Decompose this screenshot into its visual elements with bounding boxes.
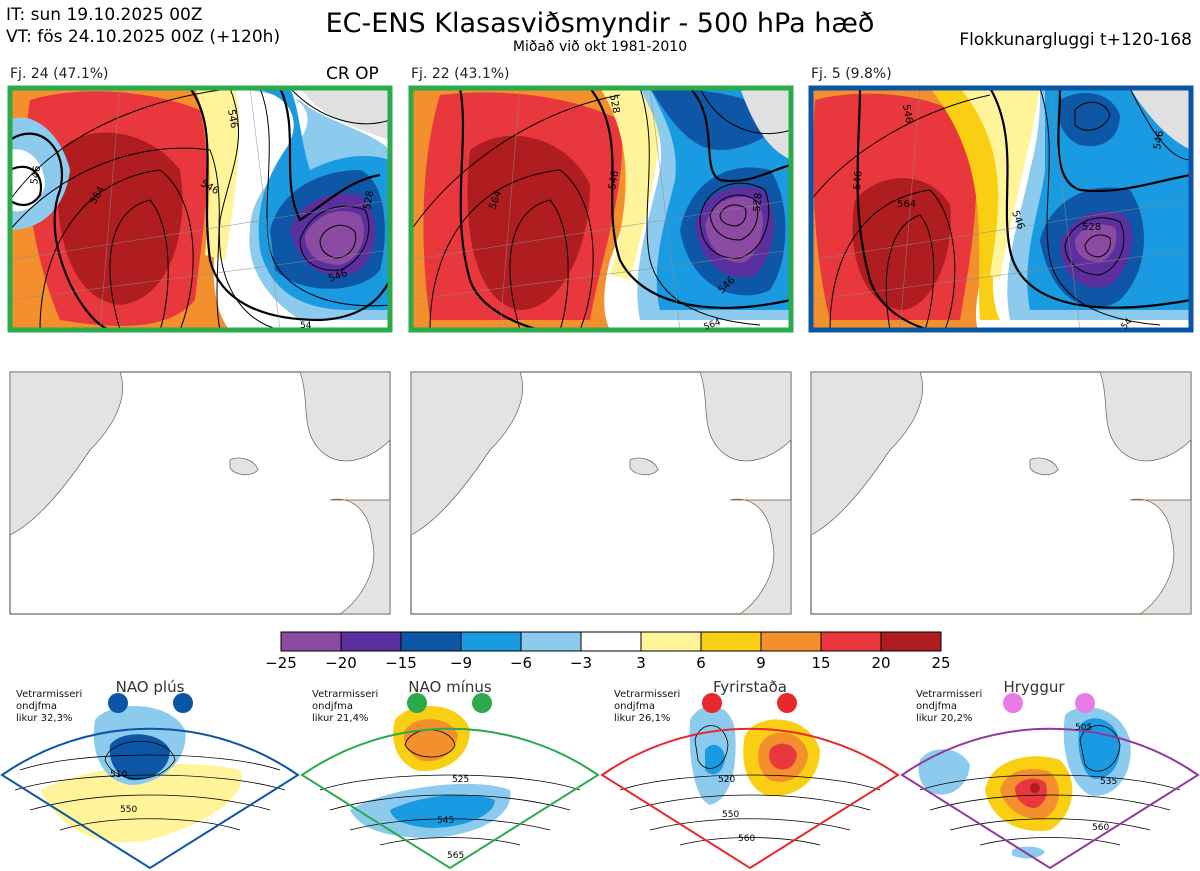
colorbar: −25 −20 −15 −9 −6 −3 3 6 9 15 20 25 [265,631,951,672]
info-line: Vetrarmisseri [312,689,379,700]
panel-1-label: Fj. 24 (47.1%) [10,66,109,82]
classification-window: Flokkunargluggi t+120-168 [959,30,1192,50]
colorbar-tick-label: 9 [756,654,766,672]
panel-3-border [808,85,1194,333]
colorbar-tick-label: −25 [265,654,297,672]
regime-ridge: 505 535 560 [900,693,1200,870]
colorbar-cell [340,631,402,652]
colorbar-cell [580,631,642,652]
panel-1-border [7,85,393,333]
colorbar-tick-label: 3 [636,654,646,672]
colorbar-cell [400,631,462,652]
regime-blocking-title: Fyrirstaða [713,678,787,696]
info-line: ondjfma [614,701,655,712]
nao-minus-marker-2 [472,693,492,713]
colorbar-cell [520,631,582,652]
panel-1-tag: CR OP [326,64,379,84]
colorbar-cell [460,631,522,652]
nao-plus-marker-2 [173,693,193,713]
info-line: likur 21,4% [312,713,369,724]
info-line: Vetrarmisseri [16,689,83,700]
info-line: Vetrarmisseri [916,689,983,700]
header-info: IT: sun 19.10.2025 00Z VT: fös 24.10.202… [6,4,280,48]
panel-1-contour-6: 54 [300,321,312,331]
vt-line: VT: fös 24.10.2025 00Z (+120h) [6,27,281,47]
chart-title: EC-ENS Klasasviðsmyndir - 500 hPa hæð [325,8,875,39]
blocking-contour-2: 550 [722,810,739,820]
colorbar-tick-label: 6 [696,654,706,672]
regime-nao-minus-info: Vetrarmisseri ondjfma likur 21,4% [312,689,378,725]
ridge-marker-1 [1003,693,1023,713]
nao-minus-marker-1 [407,693,427,713]
colorbar-cell [280,631,342,652]
colorbar-cell [880,631,942,652]
panel-2-contour-3: 546 [607,170,621,191]
regime-nao-plus-info: Vetrarmisseri ondjfma likur 32,3% [16,689,82,725]
panel-2-contour-4: 528 [607,94,621,115]
panel-2-contour-2: 528 [752,192,765,212]
blocking-contour-3: 560 [738,834,755,844]
blocking-marker-2 [777,693,797,713]
nao-minus-contour-2: 545 [437,816,454,826]
colorbar-cell [640,631,702,652]
colorbar-cell [760,631,822,652]
panel-2-border [408,85,794,333]
panel-2-label: Fj. 22 (43.1%) [411,66,510,82]
regime-nao-minus: 525 545 565 [300,693,600,870]
regime-nao-minus-title: NAO mínus [408,678,492,696]
panel-3-contour-6: 546 [900,104,914,125]
base-map-3 [810,371,1192,615]
info-line: likur 26,1% [614,713,671,724]
panel-1-contour-1: 546 [29,165,43,186]
info-line: ondjfma [916,701,957,712]
panel-3-contour-4: 528 [1082,222,1101,233]
colorbar-cell [700,631,762,652]
info-line: ondjfma [16,701,57,712]
colorbar-tick-label: −20 [325,654,357,672]
colorbar-tick-label: 25 [931,654,950,672]
nao-plus-marker-1 [108,693,128,713]
colorbar-tick-label: −15 [385,654,417,672]
base-map-2 [410,371,792,615]
ridge-contour-2: 535 [1100,777,1117,787]
info-line: likur 20,2% [916,713,973,724]
panel-3-label: Fj. 5 (9.8%) [811,66,892,82]
colorbar-tick-label: 20 [871,654,890,672]
panel-3-contour-5: 546 [1152,130,1166,151]
panel-1-map [10,88,390,330]
regime-nao-plus: 510 550 [0,693,300,870]
panel-3-contour-2: 564 [897,199,916,210]
nao-plus-contour-2: 550 [120,805,137,815]
it-line: IT: sun 19.10.2025 00Z [6,5,203,25]
regime-blocking-info: Vetrarmisseri ondjfma likur 26,1% [614,689,680,725]
regime-ridge-title: Hryggur [1003,678,1065,696]
regime-blocking: 520 550 560 [600,693,900,870]
panel-3-contour-1: 546 [852,170,865,190]
panel-3-map [811,88,1191,330]
colorbar-tick-label: 15 [811,654,830,672]
ridge-contour-3: 560 [1092,823,1109,833]
base-map-1 [9,371,391,615]
info-line: ondjfma [312,701,353,712]
blocking-contour-1: 520 [718,775,735,785]
nao-plus-contour-1: 510 [110,770,127,780]
panel-1-contour-3: 528 [362,190,376,211]
info-line: Vetrarmisseri [614,689,681,700]
panel-1-contour-7: 546 [225,109,239,130]
ridge-marker-2 [1075,693,1095,713]
chart-subtitle: Miðað við okt 1981-2010 [512,39,688,55]
nao-minus-contour-1: 525 [452,775,469,785]
ridge-contour-1: 505 [1075,723,1092,733]
colorbar-tick-label: −3 [570,654,592,672]
colorbar-tick-label: −6 [510,654,532,672]
colorbar-tick-label: −9 [450,654,472,672]
regime-ridge-info: Vetrarmisseri ondjfma likur 20,2% [916,689,982,725]
blocking-marker-1 [702,693,722,713]
colorbar-cell [820,631,882,652]
info-line: likur 32,3% [16,713,73,724]
panel-2-map [411,88,791,330]
nao-minus-contour-3: 565 [447,851,464,861]
regime-nao-plus-title: NAO plús [115,678,185,696]
